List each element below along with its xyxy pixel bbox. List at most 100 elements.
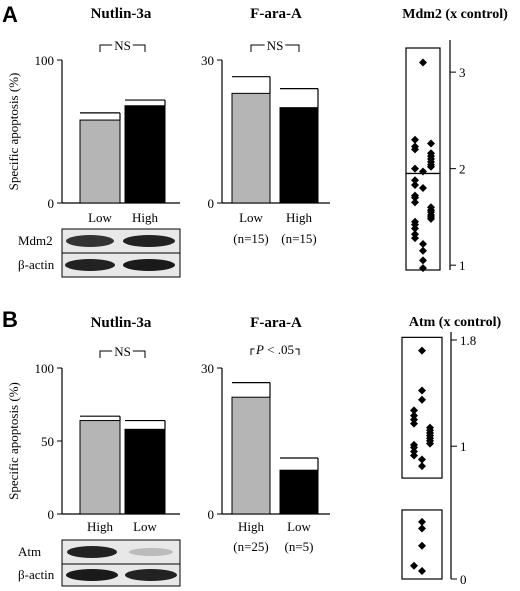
y-tick-label: 2 (459, 162, 466, 177)
y-tick-label: 30 (201, 361, 214, 376)
data-point (410, 406, 418, 415)
x-tick-label: High (87, 519, 114, 534)
y-tick-label: 0 (208, 196, 215, 211)
data-point (411, 135, 419, 144)
bar (231, 396, 271, 515)
y-tick-label: 100 (35, 361, 55, 376)
data-point (419, 183, 427, 192)
significance-label-bg (112, 344, 133, 359)
significance-label: NS (114, 38, 131, 53)
significance-label-bg (112, 38, 133, 53)
chart-A-fara: F-ara-A 0 30 Low (n=15) High (n=15) NS (201, 6, 330, 246)
x-tick-label: Low (88, 210, 112, 225)
panel-letter-a: A (2, 2, 18, 27)
data-point (418, 395, 426, 404)
atm-band-low (129, 548, 173, 556)
data-point (427, 203, 435, 212)
actin-band-low-a (65, 259, 115, 271)
significance-label-bg (264, 38, 286, 53)
actin-band-high-a (123, 259, 175, 271)
data-point (411, 198, 419, 207)
bar (124, 428, 166, 515)
data-point (426, 423, 434, 432)
chart-title: Atm (x control) (409, 315, 502, 330)
y-axis-label: Specific apoptosis (%) (6, 382, 21, 500)
x-tick-sublabel: (n=5) (285, 539, 314, 554)
chart-A-nutlin: Nutlin-3a 0 100 Specific apoptosis (%) Low Hi… (6, 6, 180, 225)
significance-label-bg (254, 342, 296, 357)
chart-title: Nutlin-3a (91, 6, 152, 22)
significance-label: P < .05 (255, 342, 294, 357)
chart-title: Mdm2 (x control) (402, 7, 508, 22)
chart-title: F-ara-A (250, 315, 302, 331)
chart-title: F-ara-A (250, 6, 302, 22)
blot-b-label-2: β-actin (18, 567, 55, 582)
y-axis-label: Specific apoptosis (%) (6, 73, 21, 191)
y-tick-label: 50 (41, 434, 54, 449)
chart-B-nutlin: Nutlin-3a 0 50 100 Specific apoptosis (%) Hig… (6, 315, 180, 534)
x-tick-label: Low (239, 210, 263, 225)
data-point (418, 346, 426, 355)
bar (124, 105, 166, 204)
actin-band-high-b (66, 569, 118, 581)
x-tick-label: High (286, 210, 313, 225)
data-point (419, 246, 427, 255)
chart-B-atm: Atm (x control) 0 1 1.8 (401, 315, 502, 587)
data-point (418, 541, 426, 550)
actin-band-low-b (125, 569, 177, 581)
group-box (401, 509, 443, 580)
x-tick-sublabel: (n=15) (233, 231, 269, 246)
mdm2-band-low (66, 235, 114, 247)
bar (79, 420, 121, 515)
data-point (410, 411, 418, 420)
data-point (418, 386, 426, 395)
blot-a-label-2: β-actin (18, 257, 55, 272)
data-point (418, 517, 426, 526)
data-point (419, 256, 427, 265)
y-tick-label: 0 (208, 507, 215, 522)
significance-label: NS (114, 344, 131, 359)
data-point (427, 149, 435, 158)
significance-label: NS (267, 38, 284, 53)
data-point (419, 58, 427, 67)
x-tick-sublabel: (n=15) (281, 231, 317, 246)
bar (279, 107, 319, 204)
atm-band-high (67, 546, 117, 558)
y-tick-label: 1 (459, 258, 466, 273)
y-tick-label: 1 (460, 439, 467, 454)
data-point (419, 239, 427, 248)
data-point (419, 264, 427, 273)
chart-title: Nutlin-3a (91, 315, 152, 331)
data-point (410, 561, 418, 570)
data-point (418, 567, 426, 576)
data-point (427, 139, 435, 148)
data-point (418, 455, 426, 464)
group-box (401, 336, 443, 479)
data-point (418, 462, 426, 471)
x-tick-label: High (132, 210, 159, 225)
y-tick-label: 0 (48, 507, 55, 522)
data-point (410, 440, 418, 449)
chart-B-fara: F-ara-A 0 30 High (n=25) Low (n=5) P < .05 (201, 315, 330, 554)
data-point (411, 191, 419, 200)
x-tick-label: High (238, 519, 265, 534)
y-tick-label: 1.8 (460, 333, 476, 348)
data-point (411, 176, 419, 185)
x-tick-label: Low (133, 519, 157, 534)
blot-b: Atm β-actin (18, 539, 181, 587)
data-point (411, 142, 419, 151)
blot-a-label-1: Mdm2 (18, 233, 53, 248)
blot-a: Mdm2 β-actin (18, 228, 181, 278)
blot-b-label-1: Atm (18, 544, 41, 559)
data-point (411, 230, 419, 239)
data-point (411, 217, 419, 226)
bar (79, 119, 121, 204)
y-tick-label: 30 (201, 53, 214, 68)
y-tick-label: 100 (35, 53, 55, 68)
mdm2-band-high (123, 235, 175, 247)
data-point (411, 181, 419, 190)
group-box (405, 47, 441, 175)
y-tick-label: 3 (459, 65, 466, 80)
